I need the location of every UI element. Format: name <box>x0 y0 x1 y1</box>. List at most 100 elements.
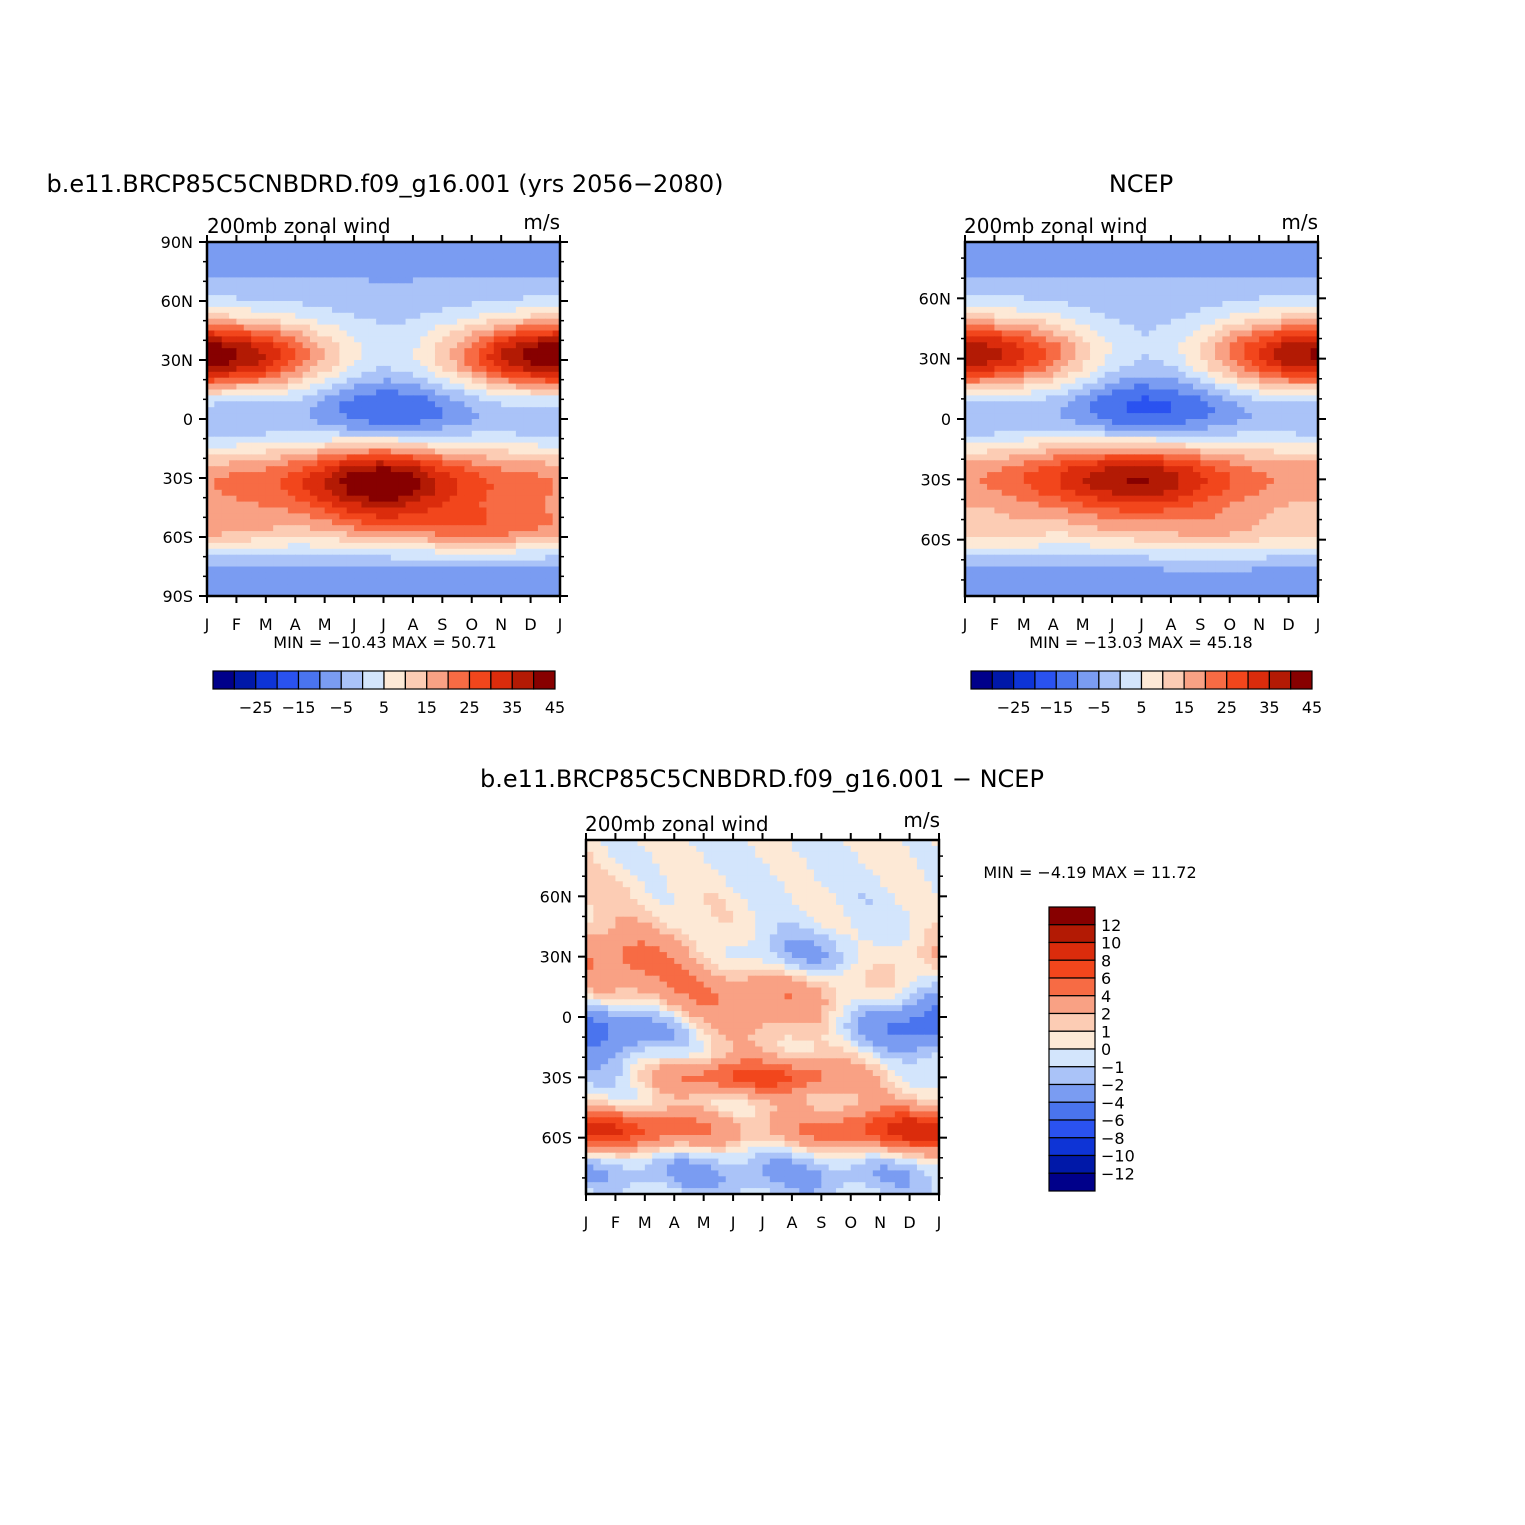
field-cell <box>376 442 385 450</box>
field-cell <box>501 590 510 597</box>
field-cell <box>376 383 385 391</box>
field-cell <box>221 342 230 349</box>
field-cell <box>1104 383 1113 391</box>
field-cell <box>405 259 414 267</box>
field-cell <box>398 365 407 373</box>
field-cell <box>1288 383 1297 391</box>
field-cell <box>1060 348 1069 355</box>
field-cell <box>1295 478 1304 485</box>
field-cell <box>1148 424 1157 432</box>
field-cell <box>265 501 274 509</box>
field-cell <box>339 401 348 408</box>
field-cell <box>1295 330 1304 337</box>
field-cell <box>317 442 326 450</box>
field-cell <box>420 371 429 379</box>
field-cell <box>1200 365 1209 373</box>
field-cell <box>479 430 488 438</box>
field-cell <box>1141 395 1150 402</box>
field-cell <box>1244 389 1253 396</box>
field-cell <box>1104 365 1113 373</box>
field-cell <box>354 247 363 255</box>
field-cell <box>346 483 355 491</box>
field-cell <box>368 542 377 550</box>
field-cell <box>1207 289 1216 296</box>
field-cell <box>1097 448 1106 455</box>
field-cell <box>457 489 465 497</box>
field-cell <box>449 389 458 396</box>
field-cell <box>273 460 282 467</box>
field-cell <box>1031 348 1040 355</box>
field-cell <box>979 436 988 444</box>
field-cell <box>552 318 561 326</box>
field-cell <box>1009 336 1018 343</box>
field-cell <box>1082 389 1091 396</box>
field-cell <box>317 454 326 461</box>
field-cell <box>376 259 385 267</box>
field-cell <box>309 360 318 367</box>
field-cell <box>258 513 267 520</box>
field-cell <box>427 377 436 385</box>
field-cell <box>449 265 458 273</box>
field-cell <box>972 271 981 278</box>
field-cell <box>302 342 311 349</box>
field-cell <box>412 448 421 455</box>
field-cell <box>1097 242 1106 249</box>
field-cell <box>295 442 304 450</box>
field-cell <box>1237 336 1246 343</box>
field-cell <box>1031 324 1040 332</box>
field-cell <box>243 295 252 302</box>
field-cell <box>552 289 561 296</box>
field-cell <box>1090 454 1098 461</box>
field-cell <box>390 519 399 526</box>
field-cell <box>530 584 539 591</box>
field-cell <box>515 590 524 597</box>
field-cell <box>1148 466 1157 473</box>
field-cell <box>368 424 377 432</box>
field-cell <box>1310 336 1319 343</box>
field-cell <box>457 548 465 556</box>
field-cell <box>309 247 318 255</box>
field-cell <box>295 460 304 467</box>
field-cell <box>427 324 436 332</box>
field-cell <box>1119 383 1128 391</box>
field-cell <box>1259 395 1268 402</box>
field-cell <box>1060 478 1069 485</box>
field-cell <box>1192 478 1201 485</box>
field-cell <box>1244 401 1253 408</box>
field-cell <box>1178 413 1187 420</box>
field-cell <box>1170 389 1179 396</box>
field-cell <box>1192 324 1201 332</box>
field-cell <box>1126 472 1135 479</box>
field-cell <box>287 525 296 532</box>
field-cell <box>464 242 473 249</box>
field-cell <box>1229 306 1238 314</box>
field-cell <box>486 590 495 597</box>
field-cell <box>994 365 1003 373</box>
field-cell <box>243 442 252 450</box>
field-cell <box>1090 460 1098 467</box>
field-cell <box>545 466 554 473</box>
field-cell <box>552 590 561 597</box>
field-cell <box>405 265 414 273</box>
field-cell <box>258 277 267 284</box>
field-cell <box>1215 318 1223 326</box>
field-cell <box>530 401 539 408</box>
field-cell <box>207 448 215 455</box>
field-cell <box>965 295 973 302</box>
field-cell <box>1156 324 1165 332</box>
field-cell <box>1148 277 1157 284</box>
field-cell <box>339 306 348 314</box>
field-cell <box>229 395 238 402</box>
field-cell <box>1303 472 1312 479</box>
field-cell <box>457 383 465 391</box>
field-cell <box>479 448 488 455</box>
field-cell <box>309 389 318 396</box>
field-cell <box>1009 395 1018 402</box>
field-cell <box>471 283 480 290</box>
field-cell <box>309 312 318 320</box>
field-cell <box>287 271 296 278</box>
field-cell <box>1067 401 1076 408</box>
field-cell <box>1104 472 1113 479</box>
field-cell <box>449 247 458 255</box>
field-cell <box>1310 466 1319 473</box>
